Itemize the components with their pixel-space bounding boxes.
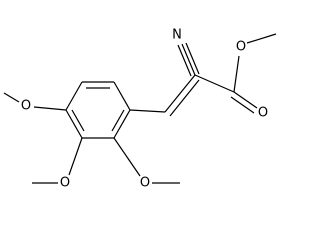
bond	[246, 33, 277, 44]
bond	[113, 137, 141, 177]
bond	[164, 74, 196, 113]
bond	[3, 92, 20, 103]
atom-label: O	[258, 106, 268, 121]
bond	[169, 79, 200, 117]
bond	[113, 109, 131, 139]
bond	[33, 106, 67, 111]
bond	[129, 109, 166, 113]
atom-label: O	[236, 40, 246, 55]
bond	[111, 109, 125, 132]
atom-label: O	[21, 99, 31, 114]
bond	[113, 81, 131, 111]
bond	[185, 42, 200, 75]
bond	[65, 81, 83, 111]
bond	[177, 44, 192, 77]
atom-label: O	[140, 176, 150, 191]
bonds	[3, 33, 277, 184]
bond	[65, 109, 83, 139]
structure-diagram: N O O O O O	[3, 28, 277, 191]
bond	[181, 43, 196, 76]
bond	[194, 74, 235, 93]
atom-label: N	[172, 28, 182, 43]
bond	[233, 91, 258, 109]
bond	[68, 137, 83, 176]
bond	[233, 55, 240, 93]
bond	[230, 96, 255, 114]
atom-label: O	[60, 176, 70, 191]
bond	[71, 109, 85, 132]
